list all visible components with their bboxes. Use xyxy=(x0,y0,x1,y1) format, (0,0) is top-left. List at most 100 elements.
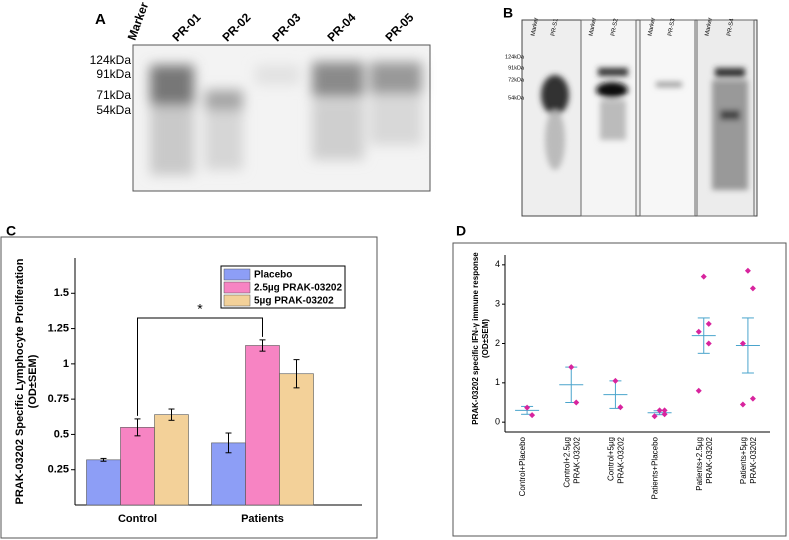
point xyxy=(617,404,624,411)
lane-label: PR-03 xyxy=(269,10,303,44)
lane-label: PR-S3 xyxy=(668,18,677,37)
point xyxy=(744,267,751,274)
lane-label: PR-S1 xyxy=(551,18,560,37)
point xyxy=(568,364,575,371)
lane-label: PR-01 xyxy=(169,10,203,44)
marker-label: 54kDa xyxy=(508,95,525,101)
y-tick-label: 1 xyxy=(63,358,69,370)
chart-c: C 0.25 0.5 0.75 1 1.25 1.5 PRAK-03202 Specific … xyxy=(6,223,362,525)
point xyxy=(700,273,707,280)
lane-label: Marker xyxy=(531,17,540,36)
y-tick-label: 1 xyxy=(495,377,500,387)
y-axis-label: (OD±SEM) xyxy=(27,354,39,408)
point xyxy=(739,401,746,408)
point xyxy=(705,340,712,347)
y-tick-label: 3 xyxy=(495,299,500,309)
y-axis-label: (OD±SEM) xyxy=(481,319,490,358)
y-tick-label: 1.5 xyxy=(54,287,69,299)
lane-label: PR-04 xyxy=(324,10,358,44)
error-bar xyxy=(259,339,266,352)
x-tick-label: Control+Placebo xyxy=(518,436,527,496)
marker-label: 91kDa xyxy=(508,65,525,71)
significance-bracket xyxy=(137,317,263,416)
bar xyxy=(86,459,121,506)
marker-label: 54kDa xyxy=(96,103,131,117)
lane-label: Marker xyxy=(125,0,152,42)
error-bar xyxy=(168,408,175,421)
point xyxy=(524,404,531,411)
panel-label: C xyxy=(6,223,16,239)
point xyxy=(695,328,702,335)
marker-label: 72kDa xyxy=(508,77,525,83)
marker-label: 124kDa xyxy=(505,54,525,60)
point xyxy=(651,413,658,420)
lane-label: PR-S4 xyxy=(727,18,736,37)
y-axis-label: PRAK-03202 specific IFN-γ immune respons… xyxy=(471,252,480,425)
x-tick-label: Patients+5µg xyxy=(739,437,748,484)
error-bar xyxy=(225,432,232,454)
x-tick-label: PRAK-03202 xyxy=(749,436,758,483)
x-tick-label: Patients xyxy=(241,513,284,525)
marker-label: 124kDa xyxy=(90,53,132,67)
y-tick-label: 4 xyxy=(495,259,500,269)
legend-swatch xyxy=(223,268,251,281)
marker-label: 91kDa xyxy=(96,67,131,81)
y-tick-label: 1.25 xyxy=(48,322,69,334)
annotation: * xyxy=(197,301,203,317)
point xyxy=(661,411,668,418)
bar xyxy=(279,373,314,506)
panel-frame xyxy=(0,236,378,539)
panel-label: B xyxy=(503,5,513,21)
error-bar xyxy=(134,418,141,437)
legend-label: 5µg PRAK-03202 xyxy=(254,296,334,307)
lane-label: PR-S2 xyxy=(611,18,620,37)
bar xyxy=(120,427,155,506)
point xyxy=(656,407,663,414)
y-tick-label: 0 xyxy=(495,417,500,427)
blot-b-labels: Marker PR-S1 Marker PR-S2 Marker PR-S3 Marker P… xyxy=(505,17,736,101)
x-tick-label: Control xyxy=(118,513,157,525)
lane-label: Marker xyxy=(648,17,657,36)
bands xyxy=(150,62,422,175)
chart-d: D 0 1 2 3 4 PRAK-03202 specific IFN-γ immune r… xyxy=(456,223,770,500)
bar xyxy=(154,414,189,506)
legend-swatch xyxy=(223,281,251,294)
point xyxy=(705,320,712,327)
point xyxy=(695,387,702,394)
point xyxy=(661,407,668,414)
lane-label: PR-05 xyxy=(382,10,416,44)
point xyxy=(573,399,580,406)
x-tick-label: Patients+Placebo xyxy=(651,436,660,499)
point xyxy=(612,377,619,384)
error-bar xyxy=(293,359,300,389)
x-tick-label: Control+2.5µg xyxy=(562,437,571,488)
point xyxy=(749,395,756,402)
point xyxy=(739,340,746,347)
y-axis-label: PRAK-03202 Specific Lymphocyte Prolifera… xyxy=(14,258,26,504)
blot-a: A xyxy=(95,11,431,192)
lane-label: PR-02 xyxy=(219,10,253,44)
x-tick-label: Patients+2.5µg xyxy=(695,437,704,491)
marker-label: 71kDa xyxy=(96,88,131,102)
y-tick-label: 2 xyxy=(495,338,500,348)
point xyxy=(749,285,756,292)
x-tick-label: PRAK-03202 xyxy=(705,436,714,483)
panel-frame xyxy=(452,242,787,537)
x-tick-label: PRAK-03202 xyxy=(617,436,626,483)
legend-label: 2.5µg PRAK-03202 xyxy=(254,283,342,294)
point xyxy=(529,412,536,419)
panel-label: A xyxy=(95,11,106,28)
blot-b: B xyxy=(503,5,758,217)
panel-label: D xyxy=(456,223,466,239)
blot-strip xyxy=(639,19,696,217)
error-bar xyxy=(100,457,107,462)
legend-label: Placebo xyxy=(254,270,292,281)
y-tick-label: 0.75 xyxy=(48,393,69,405)
y-tick-label: 0.25 xyxy=(48,464,69,476)
x-tick-label: Control+5µg xyxy=(607,437,616,481)
bands xyxy=(541,68,748,190)
lane-label: Marker xyxy=(589,17,598,36)
bar xyxy=(245,345,280,506)
y-tick-label: 0.5 xyxy=(54,428,69,440)
